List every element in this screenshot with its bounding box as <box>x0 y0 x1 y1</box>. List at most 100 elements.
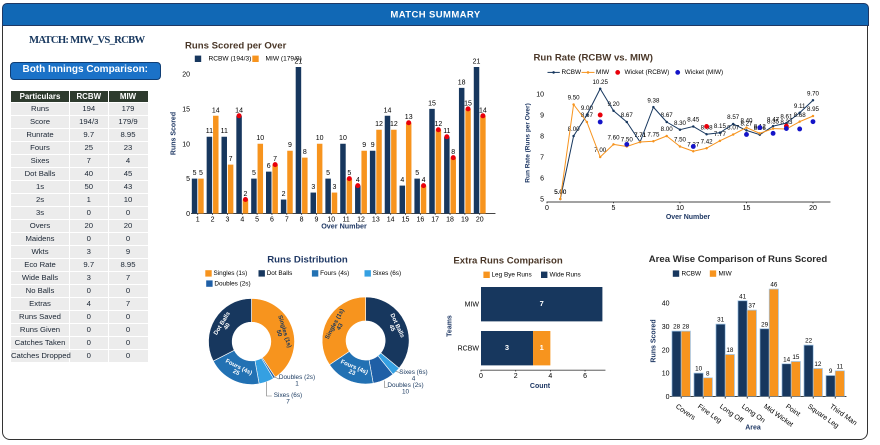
svg-text:Covers: Covers <box>674 403 697 422</box>
svg-text:20: 20 <box>809 205 817 212</box>
svg-text:30: 30 <box>662 324 670 331</box>
svg-text:2: 2 <box>211 217 215 224</box>
svg-text:45: 45 <box>387 324 396 333</box>
svg-text:9: 9 <box>315 217 319 224</box>
svg-text:43: 43 <box>336 322 345 331</box>
svg-text:9: 9 <box>371 142 375 149</box>
svg-text:15: 15 <box>402 217 410 224</box>
svg-text:46: 46 <box>770 282 778 289</box>
svg-text:9.38: 9.38 <box>647 97 660 104</box>
svg-text:Sixes (6s): Sixes (6s) <box>373 270 401 277</box>
svg-text:4: 4 <box>356 177 360 184</box>
svg-text:12: 12 <box>814 361 822 368</box>
svg-text:13: 13 <box>405 114 413 121</box>
svg-text:3: 3 <box>333 184 337 191</box>
svg-text:15: 15 <box>464 100 472 107</box>
svg-text:8.27: 8.27 <box>740 121 753 128</box>
svg-text:8: 8 <box>706 370 710 377</box>
svg-text:19: 19 <box>461 217 469 224</box>
svg-text:5: 5 <box>612 205 616 212</box>
svg-text:7: 7 <box>540 155 544 162</box>
svg-text:8.95: 8.95 <box>807 106 820 113</box>
svg-text:7.00: 7.00 <box>594 147 607 154</box>
svg-text:Wicket (RCBW): Wicket (RCBW) <box>625 69 670 76</box>
svg-text:5.00: 5.00 <box>554 189 567 196</box>
svg-text:8.30: 8.30 <box>674 120 687 127</box>
svg-text:16: 16 <box>416 217 424 224</box>
svg-text:Long Off: Long Off <box>718 403 744 424</box>
svg-text:29: 29 <box>761 321 769 328</box>
svg-text:8.45: 8.45 <box>687 117 700 124</box>
svg-text:28: 28 <box>673 324 681 331</box>
svg-text:11: 11 <box>443 128 450 135</box>
svg-text:5: 5 <box>326 170 330 177</box>
svg-text:Count: Count <box>530 383 551 390</box>
svg-text:7.42: 7.42 <box>701 138 714 145</box>
svg-text:Dot Balls: Dot Balls <box>267 270 293 277</box>
svg-text:Runs Scored: Runs Scored <box>170 112 177 155</box>
svg-text:Runs Distribution: Runs Distribution <box>267 254 348 265</box>
svg-text:9: 9 <box>362 142 366 149</box>
svg-text:Point: Point <box>784 403 801 418</box>
svg-text:3: 3 <box>311 184 315 191</box>
svg-text:RCBW (194/3): RCBW (194/3) <box>209 56 252 63</box>
svg-text:9: 9 <box>829 368 833 375</box>
svg-text:40: 40 <box>662 301 670 308</box>
svg-text:9: 9 <box>540 113 544 120</box>
svg-text:3: 3 <box>225 217 229 224</box>
svg-text:Fine Leg: Fine Leg <box>696 403 722 424</box>
svg-text:8: 8 <box>540 134 544 141</box>
svg-text:22: 22 <box>805 338 813 345</box>
svg-text:7: 7 <box>286 398 290 405</box>
svg-text:9.50: 9.50 <box>568 95 581 102</box>
svg-text:Fours (4s): Fours (4s) <box>320 270 349 277</box>
svg-text:8.00: 8.00 <box>568 126 581 133</box>
svg-text:14: 14 <box>387 217 395 224</box>
svg-text:MIW: MIW <box>465 302 480 309</box>
svg-text:18: 18 <box>458 79 466 86</box>
svg-text:10: 10 <box>676 205 684 212</box>
svg-text:6: 6 <box>267 163 271 170</box>
svg-text:8.15: 8.15 <box>714 123 727 130</box>
svg-text:12: 12 <box>375 121 383 128</box>
svg-text:6: 6 <box>540 176 544 183</box>
svg-text:10: 10 <box>327 217 335 224</box>
svg-text:41: 41 <box>739 293 747 300</box>
svg-text:Runs Scored: Runs Scored <box>650 319 657 362</box>
svg-text:15: 15 <box>743 205 751 212</box>
svg-text:17: 17 <box>431 217 439 224</box>
svg-text:Run Rate (Runs per Over): Run Rate (Runs per Over) <box>525 103 532 182</box>
svg-text:11: 11 <box>206 128 213 135</box>
svg-text:Singles (1s): Singles (1s) <box>214 270 248 277</box>
svg-text:8.07: 8.07 <box>727 125 740 132</box>
svg-text:10: 10 <box>339 135 347 142</box>
svg-text:8.57: 8.57 <box>727 114 740 121</box>
svg-text:2: 2 <box>514 373 518 380</box>
svg-text:Runs Scored per Over: Runs Scored per Over <box>185 40 287 51</box>
svg-text:1: 1 <box>540 343 544 352</box>
svg-text:Wicket (MIW): Wicket (MIW) <box>685 69 723 76</box>
svg-text:12: 12 <box>434 121 442 128</box>
svg-text:Doubles (2s): Doubles (2s) <box>387 382 423 389</box>
svg-text:Wide Runs: Wide Runs <box>550 271 581 278</box>
svg-text:11: 11 <box>837 363 844 370</box>
svg-text:13: 13 <box>372 217 380 224</box>
svg-text:9.11: 9.11 <box>794 103 806 110</box>
svg-text:31: 31 <box>717 317 725 324</box>
svg-text:14: 14 <box>235 107 243 114</box>
svg-text:MIW (179/9): MIW (179/9) <box>266 56 302 63</box>
svg-text:Run Rate (RCBW vs. MIW): Run Rate (RCBW vs. MIW) <box>534 52 653 63</box>
svg-text:5: 5 <box>540 197 544 204</box>
svg-text:20: 20 <box>662 347 670 354</box>
svg-text:18: 18 <box>446 217 454 224</box>
svg-text:4: 4 <box>412 375 416 382</box>
svg-text:15: 15 <box>182 106 190 113</box>
svg-text:23: 23 <box>347 369 356 377</box>
svg-text:15: 15 <box>792 354 800 361</box>
svg-text:7.50: 7.50 <box>621 137 634 144</box>
svg-text:4: 4 <box>548 373 552 380</box>
svg-text:21: 21 <box>295 58 303 65</box>
svg-text:8.35: 8.35 <box>767 119 780 126</box>
svg-text:8.61: 8.61 <box>780 113 793 120</box>
svg-text:MIW: MIW <box>596 69 610 76</box>
